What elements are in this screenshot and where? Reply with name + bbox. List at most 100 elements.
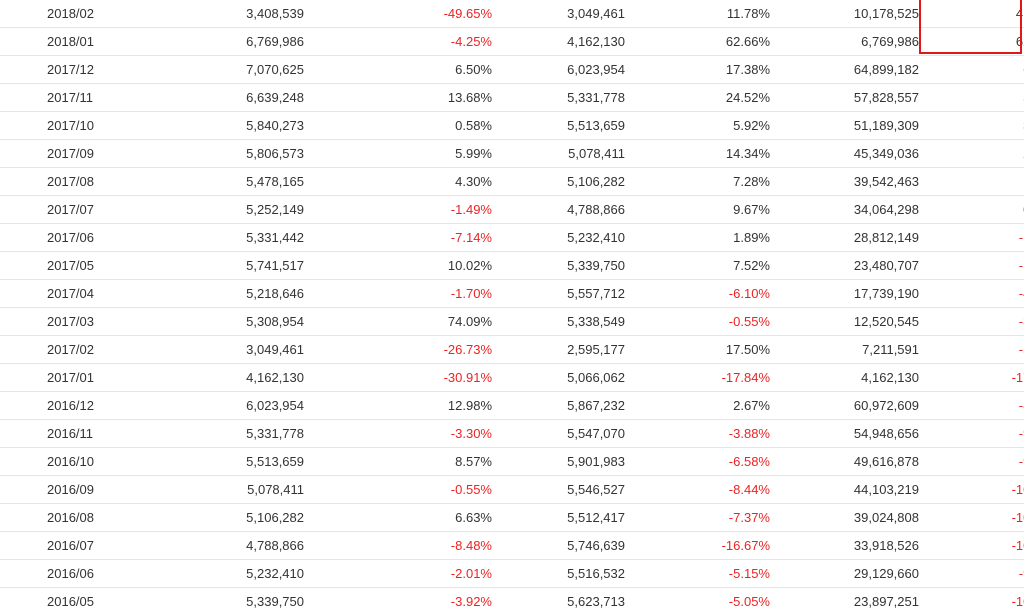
table-row: 2017/01 4,162,130 -30.91% 5,066,062 -17.84% 4… [0,363,1024,393]
value-cell-3: 7,211,591 [778,335,927,365]
percent-cell-1: -2.01% [312,559,500,589]
value-cell-2: 5,078,411 [500,139,633,169]
table-row: 2016/11 5,331,778 -3.30% 5,547,070 -3.88% 54,… [0,419,1024,449]
value-cell-1: 5,741,517 [177,251,312,281]
percent-cell-1: -26.73% [312,335,500,365]
month-cell: 2017/05 [0,251,177,281]
month-cell: 2017/06 [0,223,177,253]
percent-cell-1: 6.50% [312,55,500,85]
percent-cell-2: 62.66% [633,27,778,57]
percent-cell-1: -3.92% [312,587,500,612]
percent-cell-1: 10.02% [312,251,500,281]
value-cell-3: 49,616,878 [778,447,927,477]
value-cell-3: 23,897,251 [778,587,927,612]
percent-cell-1: 6.63% [312,503,500,533]
value-cell-3: 28,812,149 [778,223,927,253]
table-row: 2017/05 5,741,517 10.02% 5,339,750 7.52% 23,4… [0,251,1024,281]
percent-cell-3: 3.17% [927,111,1024,141]
table-row: 2016/05 5,339,750 -3.92% 5,623,713 -5.05% 23,… [0,587,1024,612]
percent-cell-2: -5.15% [633,559,778,589]
value-cell-1: 5,806,573 [177,139,312,169]
value-cell-1: 5,252,149 [177,195,312,225]
percent-cell-2: -8.44% [633,475,778,505]
value-cell-2: 5,339,750 [500,251,633,281]
value-cell-2: 4,162,130 [500,27,633,57]
value-cell-3: 4,162,130 [778,363,927,393]
table-row: 2016/06 5,232,410 -2.01% 5,516,532 -5.15% 29,… [0,559,1024,589]
table-row: 2016/08 5,106,282 6.63% 5,512,417 -7.37% 39,0… [0,503,1024,533]
percent-cell-1: -7.14% [312,223,500,253]
value-cell-1: 5,513,659 [177,447,312,477]
value-cell-3: 6,769,986 [778,27,927,57]
percent-cell-2: 7.52% [633,251,778,281]
percent-cell-2: 17.50% [633,335,778,365]
value-cell-2: 5,331,778 [500,83,633,113]
value-cell-3: 34,064,298 [778,195,927,225]
value-cell-2: 5,232,410 [500,223,633,253]
percent-cell-2: 7.28% [633,167,778,197]
month-cell: 2017/07 [0,195,177,225]
value-cell-2: 5,547,070 [500,419,633,449]
month-cell: 2016/07 [0,531,177,561]
percent-cell-2: 24.52% [633,83,778,113]
value-cell-1: 5,218,646 [177,279,312,309]
percent-cell-3: 0.43% [927,195,1024,225]
value-cell-1: 7,070,625 [177,55,312,85]
table-row: 2017/03 5,308,954 74.09% 5,338,549 -0.55% 12,… [0,307,1024,337]
percent-cell-3: -8.22% [927,391,1024,421]
value-cell-2: 5,106,282 [500,167,633,197]
value-cell-3: 60,972,609 [778,391,927,421]
value-cell-1: 6,023,954 [177,391,312,421]
table-row: 2017/04 5,218,646 -1.70% 5,557,712 -6.10% 17,… [0,279,1024,309]
percent-cell-1: -3.30% [312,419,500,449]
month-cell: 2016/06 [0,559,177,589]
percent-cell-1: 5.99% [312,139,500,169]
value-cell-2: 5,512,417 [500,503,633,533]
percent-cell-1: -1.49% [312,195,500,225]
month-cell: 2017/12 [0,55,177,85]
table-row: 2018/01 6,769,986 -4.25% 4,162,130 62.66% 6,7… [0,27,1024,57]
percent-cell-2: 11.78% [633,0,778,29]
value-cell-2: 5,901,983 [500,447,633,477]
month-cell: 2017/10 [0,111,177,141]
percent-cell-1: 0.58% [312,111,500,141]
value-cell-2: 6,023,954 [500,55,633,85]
percent-cell-3: -4.41% [927,279,1024,309]
percent-cell-2: 1.89% [633,223,778,253]
percent-cell-2: 5.92% [633,111,778,141]
value-cell-2: 5,746,639 [500,531,633,561]
month-cell: 2016/10 [0,447,177,477]
percent-cell-3: -3.69% [927,307,1024,337]
value-cell-2: 5,546,527 [500,475,633,505]
percent-cell-3: -10.82% [927,587,1024,612]
value-cell-1: 4,788,866 [177,531,312,561]
percent-cell-1: 8.57% [312,447,500,477]
percent-cell-2: -6.58% [633,447,778,477]
value-cell-1: 5,339,750 [177,587,312,612]
value-cell-3: 39,542,463 [778,167,927,197]
percent-cell-3: -10.88% [927,531,1024,561]
percent-cell-3: 1.33% [927,167,1024,197]
percent-cell-2: 9.67% [633,195,778,225]
percent-cell-3: -17.84% [927,363,1024,393]
value-cell-3: 57,828,557 [778,83,927,113]
month-cell: 2017/08 [0,167,177,197]
month-cell: 2016/09 [0,475,177,505]
value-cell-2: 5,066,062 [500,363,633,393]
value-cell-1: 5,478,165 [177,167,312,197]
percent-cell-1: 12.98% [312,391,500,421]
value-cell-2: 5,338,549 [500,307,633,337]
value-cell-3: 33,918,526 [778,531,927,561]
month-cell: 2017/03 [0,307,177,337]
value-cell-1: 3,408,539 [177,0,312,29]
percent-cell-3: -5.87% [927,335,1024,365]
month-cell: 2016/12 [0,391,177,421]
month-cell: 2016/11 [0,419,177,449]
value-cell-3: 54,948,656 [778,419,927,449]
percent-cell-2: -16.67% [633,531,778,561]
month-cell: 2017/01 [0,363,177,393]
value-cell-3: 39,024,808 [778,503,927,533]
percent-cell-1: -1.70% [312,279,500,309]
percent-cell-1: -49.65% [312,0,500,29]
